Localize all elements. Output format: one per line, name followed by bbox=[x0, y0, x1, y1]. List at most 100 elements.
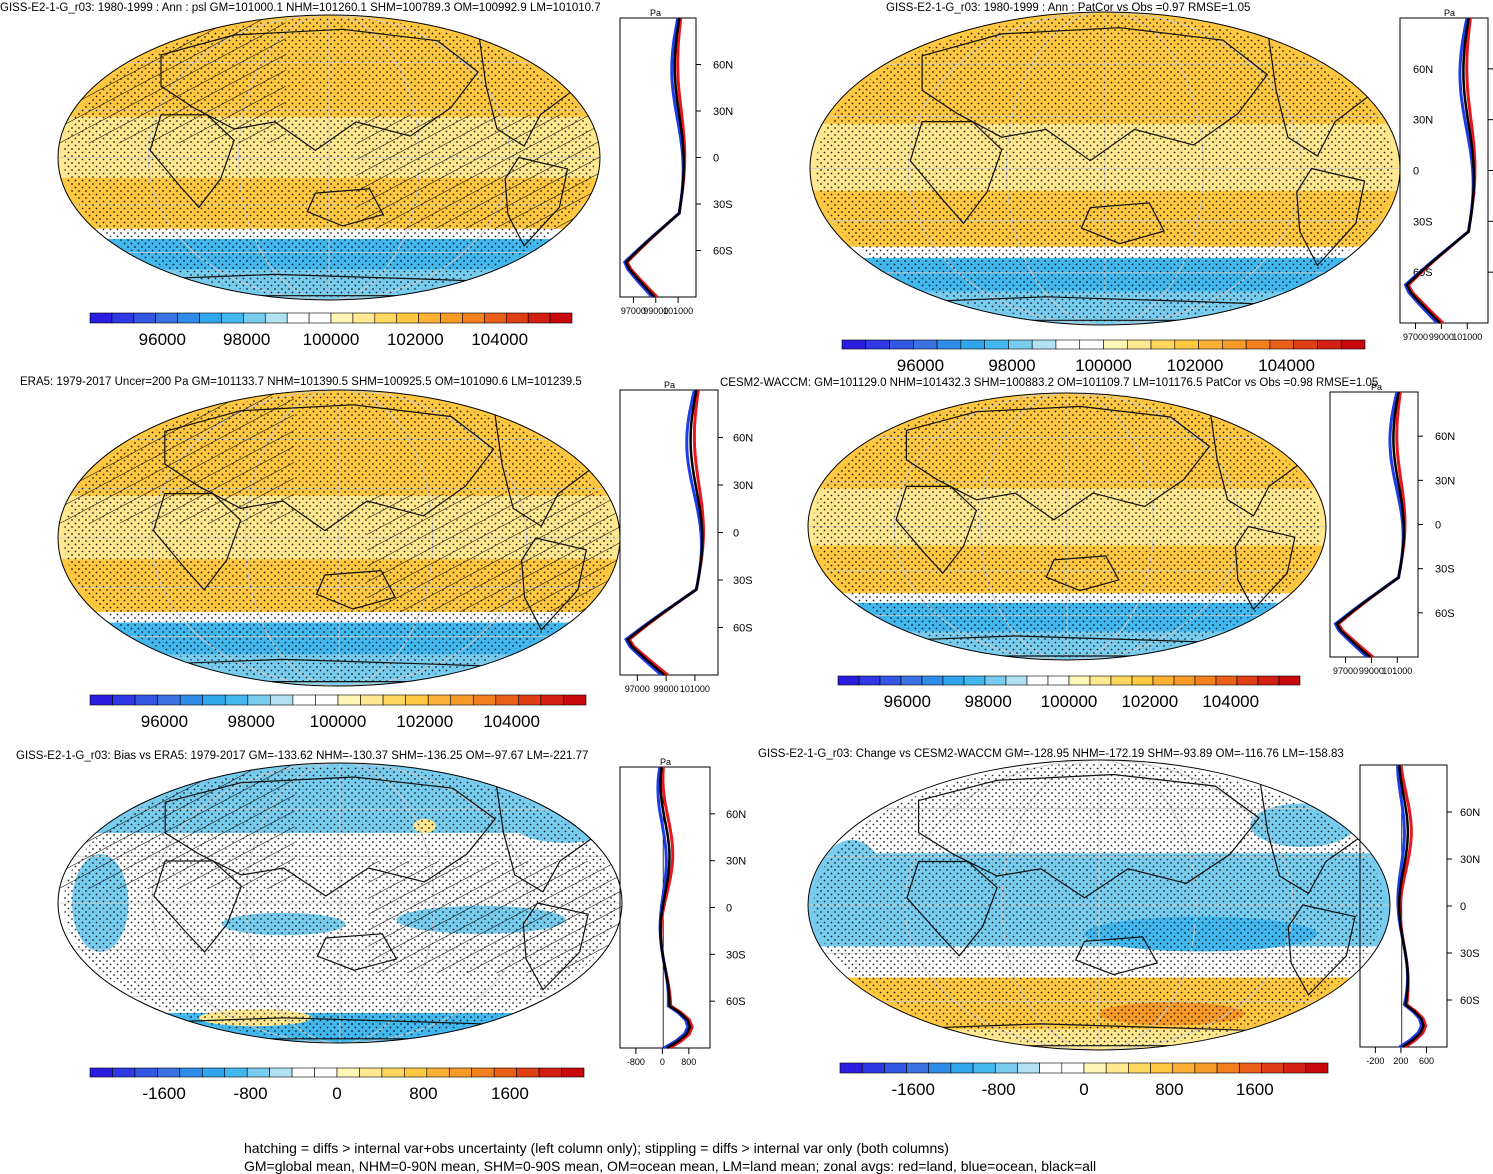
colorbar-swatch bbox=[90, 1068, 112, 1077]
colorbar-swatch bbox=[1104, 340, 1128, 349]
colorbar-swatch bbox=[884, 1063, 906, 1073]
colorbar-swatch bbox=[1258, 676, 1279, 685]
colorbar-swatch bbox=[907, 1063, 929, 1073]
colorbar-swatch bbox=[331, 313, 353, 323]
colorbar-label: 1600 bbox=[491, 1084, 529, 1103]
colorbar-swatch bbox=[428, 695, 451, 705]
map-field-bias bbox=[58, 763, 622, 1044]
zonal-tick-label: 101000 bbox=[663, 306, 693, 316]
colorbar-swatch bbox=[1173, 1063, 1195, 1073]
colorbar-swatch bbox=[397, 313, 419, 323]
lat-label: 30S bbox=[713, 199, 733, 211]
colorbar-swatch bbox=[221, 313, 243, 323]
colorbar-label: -1600 bbox=[891, 1080, 934, 1099]
colorbar-swatch bbox=[449, 1068, 471, 1077]
unit-label: Pa bbox=[650, 8, 661, 18]
colorbar-swatch bbox=[135, 1068, 157, 1077]
footer-line-1: hatching = diffs > internal var+obs unce… bbox=[244, 1140, 949, 1156]
colorbar-swatch bbox=[203, 695, 226, 705]
colorbar-swatch bbox=[225, 1068, 247, 1077]
map-field-change bbox=[808, 760, 1390, 1051]
colorbar-swatch bbox=[1040, 1063, 1062, 1073]
colorbar-swatch bbox=[880, 676, 901, 685]
colorbar-swatch bbox=[1027, 676, 1048, 685]
zonal-line bbox=[627, 18, 685, 297]
colorbar-swatch bbox=[90, 695, 113, 705]
zonal-tick-label: 101000 bbox=[680, 684, 710, 694]
colorbar-label: 96000 bbox=[139, 330, 186, 349]
colorbar-swatch bbox=[1106, 1063, 1128, 1073]
colorbar-swatch bbox=[973, 1063, 995, 1073]
colorbar-swatch bbox=[359, 1068, 381, 1077]
zonal-tick-label: 800 bbox=[681, 1057, 696, 1067]
colorbar-swatch bbox=[985, 676, 1006, 685]
colorbar-swatch bbox=[562, 1068, 584, 1077]
colorbar-swatch bbox=[1084, 1063, 1106, 1073]
lat-label: 60N bbox=[1435, 431, 1455, 443]
colorbar-swatch bbox=[1006, 676, 1027, 685]
colorbar-swatch bbox=[1217, 1063, 1239, 1073]
colorbar-label: 98000 bbox=[228, 712, 275, 731]
colorbar-swatch bbox=[840, 1063, 862, 1073]
colorbar-swatch bbox=[375, 313, 397, 323]
colorbar-label: 96000 bbox=[897, 356, 944, 375]
lat-label: 60N bbox=[713, 60, 733, 72]
colorbar-label: 104000 bbox=[471, 330, 528, 349]
panel-title: GISS-E2-1-G_r03: Change vs CESM2-WACCM G… bbox=[758, 748, 1344, 760]
colorbar-label: 800 bbox=[409, 1084, 437, 1103]
colorbar-label: -1600 bbox=[142, 1084, 185, 1103]
colorbar-swatch bbox=[995, 1063, 1017, 1073]
colorbar-swatch bbox=[270, 1068, 292, 1077]
colorbar-swatch bbox=[913, 340, 937, 349]
colorbar-swatch bbox=[929, 1063, 951, 1073]
colorbar-swatch bbox=[287, 313, 309, 323]
colorbar-swatch bbox=[1199, 340, 1223, 349]
colorbar-swatch bbox=[243, 313, 265, 323]
panel-title: GISS-E2-1-G_r03: 1980-1999 : Ann : PatCo… bbox=[886, 2, 1250, 14]
colorbar-swatch bbox=[1261, 1063, 1283, 1073]
colorbar-swatch bbox=[293, 695, 316, 705]
unit-label: Pa bbox=[664, 380, 675, 390]
colorbar-label: 100000 bbox=[303, 330, 360, 349]
lat-label: 60N bbox=[1413, 64, 1433, 76]
colorbar-swatch bbox=[112, 313, 134, 323]
colorbar-swatch bbox=[1246, 340, 1270, 349]
panel-title: CESM2-WACCM: GM=101129.0 NHM=101432.3 SH… bbox=[720, 377, 1378, 389]
lat-label: 30N bbox=[1460, 854, 1480, 866]
colorbar-swatch bbox=[112, 1068, 134, 1077]
colorbar-swatch bbox=[315, 695, 338, 705]
colorbar-swatch bbox=[337, 1068, 359, 1077]
colorbar-swatch bbox=[157, 1068, 179, 1077]
lat-label: 60N bbox=[726, 809, 746, 821]
colorbar-label: -800 bbox=[982, 1080, 1016, 1099]
colorbar-swatch bbox=[419, 313, 441, 323]
unit-label: Pa bbox=[660, 757, 671, 767]
lat-label: 30N bbox=[1413, 115, 1433, 127]
colorbar-swatch bbox=[1195, 676, 1216, 685]
colorbar-swatch bbox=[484, 313, 506, 323]
colorbar-swatch bbox=[541, 695, 564, 705]
colorbar-swatch bbox=[1341, 340, 1365, 349]
lat-label: 30N bbox=[713, 106, 733, 118]
colorbar-swatch bbox=[943, 676, 964, 685]
colorbar-swatch bbox=[842, 340, 866, 349]
colorbar-label: 104000 bbox=[483, 712, 540, 731]
colorbar-label: 104000 bbox=[1202, 692, 1259, 711]
colorbar-swatch bbox=[113, 695, 136, 705]
colorbar-swatch bbox=[901, 676, 922, 685]
zonal-tick-label: 99000 bbox=[1359, 666, 1384, 676]
colorbar-swatch bbox=[292, 1068, 314, 1077]
colorbar-label: 1600 bbox=[1236, 1080, 1274, 1099]
colorbar-label: 98000 bbox=[965, 692, 1012, 711]
unit-label: Pa bbox=[1444, 8, 1455, 18]
panel-title: GISS-E2-1-G_r03: 1980-1999 : Ann : psl G… bbox=[0, 2, 601, 14]
zonal-line bbox=[628, 390, 703, 675]
colorbar-swatch bbox=[473, 695, 496, 705]
colorbar-swatch bbox=[1174, 676, 1195, 685]
